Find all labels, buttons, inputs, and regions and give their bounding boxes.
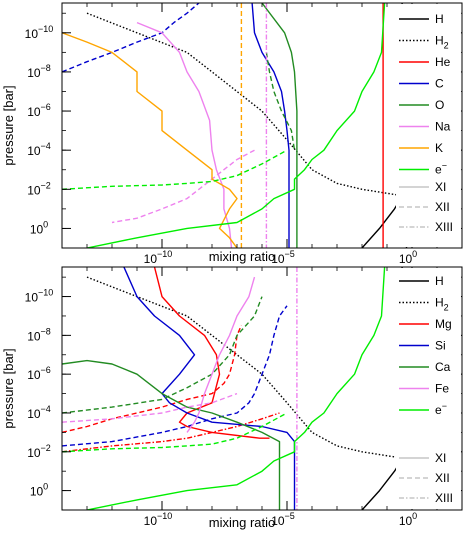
legend-label: Mg	[435, 317, 452, 331]
series-line	[62, 392, 238, 423]
y-tick-label: 10−4	[27, 404, 51, 421]
x-tick-label: 10−10	[144, 249, 173, 266]
legend-label: e−	[435, 401, 447, 417]
y-axis-label: pressure [bar]	[1, 85, 16, 165]
series-line	[62, 3, 200, 73]
series-line	[251, 3, 290, 248]
x-tick-label: 100	[399, 511, 417, 528]
style-legend-label: XIII	[435, 220, 453, 234]
legend-label: Si	[435, 339, 446, 353]
style-legend-label: XII	[435, 200, 450, 214]
legend-label: H	[435, 274, 444, 288]
style-legend-label: XI	[435, 180, 446, 194]
y-tick-label: 10−10	[25, 288, 54, 305]
x-axis-label: mixing ratio	[209, 249, 275, 264]
style-legend-label: XI	[435, 451, 446, 465]
series-line	[62, 305, 288, 447]
x-tick-label: 10−5	[271, 249, 295, 266]
plot-area	[62, 267, 409, 510]
series-line	[86, 12, 408, 248]
x-tick-label: 100	[399, 249, 417, 266]
x-tick-label: 10−5	[271, 511, 295, 528]
y-tick-label: 10−8	[27, 326, 51, 343]
legend-background	[396, 4, 461, 247]
y-tick-label: 10−2	[27, 443, 51, 460]
style-legend-label: XIII	[435, 491, 453, 505]
series-line	[123, 267, 296, 510]
series-line	[86, 276, 408, 510]
y-tick-label: 100	[30, 482, 48, 499]
legend-label: Fe	[435, 382, 449, 396]
series-line	[62, 359, 281, 510]
series-line	[62, 32, 238, 248]
y-tick-label: 10−4	[27, 141, 51, 158]
legend-label: C	[435, 77, 444, 91]
legend-label: He	[435, 55, 451, 69]
series-line	[111, 149, 255, 224]
plot-area	[62, 3, 409, 248]
y-tick-label: 10−8	[27, 63, 51, 80]
legend-label: O	[435, 98, 444, 112]
series-line	[261, 3, 298, 248]
x-axis-label: mixing ratio	[209, 515, 275, 530]
y-tick-label: 10−2	[27, 180, 51, 197]
series-line	[62, 412, 288, 453]
legend-label: Na	[435, 120, 451, 134]
legend-label: K	[435, 141, 443, 155]
legend-label: H2	[435, 34, 449, 51]
legend-label: H2	[435, 296, 449, 313]
style-legend-label: XII	[435, 471, 450, 485]
y-tick-label: 100	[30, 219, 48, 236]
y-tick-label: 10−6	[27, 102, 51, 119]
y-tick-label: 10−10	[25, 24, 54, 41]
legend: H H2 Mg Si Ca Fe e− XI XII XIII	[396, 268, 461, 509]
y-axis-label: pressure [bar]	[1, 348, 16, 428]
series-line	[86, 3, 386, 248]
y-tick-label: 10−6	[27, 365, 51, 382]
chart-panel-bottom: 10−10 10−5 100 10−10 10−8 10−6 10−4 10−2 100 mixi…	[1, 266, 463, 530]
series-line	[186, 276, 256, 433]
legend-label: e−	[435, 161, 447, 177]
series-line	[86, 267, 386, 510]
chart-panel-top: 10−10 10−5 100 10−10 10−8 10−6 10−4 10−2 100 mixi…	[1, 2, 463, 266]
series-line	[62, 324, 243, 434]
legend-label: H	[435, 12, 444, 26]
series-line	[136, 21, 233, 248]
series-line	[62, 412, 280, 453]
series-line	[62, 149, 288, 190]
legend: H H2 He CO Na Ke− XI XII XIII	[396, 4, 461, 247]
legend-label: Ca	[435, 360, 451, 374]
x-tick-label: 10−10	[144, 511, 173, 528]
series-line	[265, 52, 296, 151]
